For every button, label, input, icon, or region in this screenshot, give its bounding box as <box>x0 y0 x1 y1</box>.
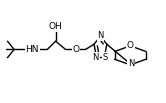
Text: OH: OH <box>49 22 62 31</box>
Text: N: N <box>128 59 134 68</box>
Text: O: O <box>127 41 134 50</box>
Text: S: S <box>103 53 108 62</box>
Text: N: N <box>97 31 104 40</box>
Text: O: O <box>73 45 80 54</box>
Text: N: N <box>92 53 99 62</box>
Text: HN: HN <box>26 45 39 54</box>
